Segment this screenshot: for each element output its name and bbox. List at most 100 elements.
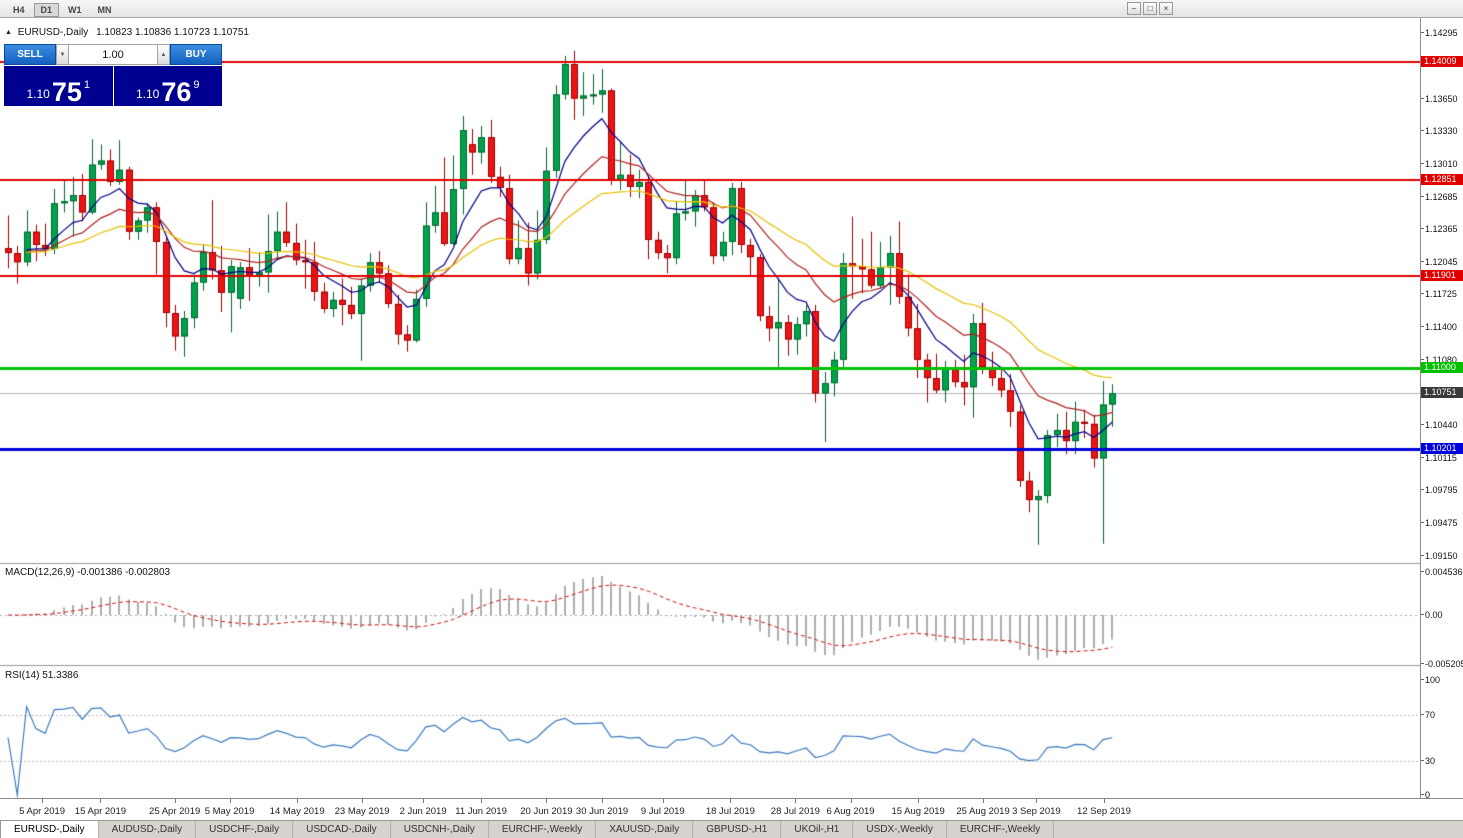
ask-price-display[interactable]: 1.10 76 9 [113, 66, 222, 107]
level-price-tag: 1.11901 [1421, 270, 1463, 282]
chart-region: ▲ EURUSD-,Daily 1.10823 1.10836 1.10723 … [0, 18, 1463, 800]
price-axis-tick: 1.09795 [1421, 485, 1458, 496]
bid-price-display[interactable]: 1.10 75 1 [4, 66, 113, 106]
price-axis-tick: 1.10115 [1421, 452, 1457, 463]
price-axis-tick: 1.12045 [1421, 256, 1458, 267]
chart-tab-bar: EURUSD-,Daily AUDUSD-,Daily USDCHF-,Daily U… [0, 820, 1463, 838]
chevron-down-icon: ▼ [59, 51, 66, 58]
volume-increase-button[interactable]: ▲ [157, 44, 170, 65]
window-restore-button[interactable]: □ [1143, 2, 1157, 15]
rsi-axis-label: 0 [1420, 790, 1431, 800]
price-axis[interactable]: 1.14295 1.13650 1.13330 1.13010 1.12685 1.123… [1420, 18, 1463, 800]
chart-tab[interactable]: EURCHF-,Weekly [947, 821, 1055, 838]
chart-tab[interactable]: XAUUSD-,Daily [596, 821, 694, 838]
date-tick-mark [795, 799, 797, 803]
date-tick-mark [423, 799, 425, 803]
bid-price-pip: 1 [83, 79, 91, 91]
chart-tab[interactable]: AUDUSD-,Daily [99, 821, 197, 838]
price-axis-tick: 1.13650 [1421, 93, 1458, 104]
chevron-up-icon: ▲ [160, 51, 167, 58]
sell-button[interactable]: SELL [4, 44, 56, 65]
macd-indicator-label: MACD(12,26,9) -0.001386 -0.002803 [5, 567, 171, 578]
price-axis-tick: 1.11080 [1421, 354, 1457, 365]
date-axis-label: 15 Apr 2019 [75, 799, 126, 817]
date-axis-label: 9 Jul 2019 [641, 799, 685, 817]
chart-symbol-title: EURUSD-,Daily [17, 27, 89, 38]
timeframe-button-h4[interactable]: H4 [6, 3, 32, 17]
bid-price-prefix: 1.10 [26, 87, 50, 101]
bid-ask-row: 1.10 75 1 1.10 76 9 [4, 66, 222, 106]
date-axis-label: 20 Jun 2019 [520, 799, 573, 817]
macd-axis-label: -0.005205 [1421, 659, 1463, 669]
level-price-tag: 1.14009 [1421, 56, 1463, 68]
ask-price-digits: 76 [161, 76, 192, 107]
price-axis-tick: 1.09150 [1421, 550, 1458, 561]
macd-axis-label: 0.004536 [1421, 567, 1463, 578]
chart-tab[interactable]: EURUSD-,Daily [0, 821, 99, 838]
price-chart-canvas[interactable] [0, 18, 1420, 798]
chart-tab[interactable]: EURCHF-,Weekly [489, 821, 597, 838]
rsi-indicator-label: RSI(14) 51.3386 [5, 670, 79, 681]
volume-input[interactable] [69, 44, 157, 65]
window-minimize-button[interactable]: – [1127, 2, 1141, 15]
date-axis-label: 5 May 2019 [205, 799, 254, 817]
indicator-collapse-icon[interactable]: ▲ [5, 29, 12, 36]
date-tick-mark [229, 799, 231, 803]
timeframe-button-w1[interactable]: W1 [61, 3, 89, 17]
level-price-tag: 1.11000 [1421, 361, 1463, 373]
price-axis-tick: 1.09475 [1421, 517, 1458, 528]
timeframe-toolbar: H4 D1 W1 MN – □ × [0, 0, 1463, 18]
minimize-icon: – [1131, 3, 1137, 13]
date-tick-mark [174, 799, 176, 803]
date-axis-label: 5 Apr 2019 [19, 799, 65, 817]
chart-header: ▲ EURUSD-,Daily 1.10823 1.10836 1.10723 … [5, 27, 249, 38]
trade-buttons-row: SELL ▼ ▲ BUY [4, 44, 222, 65]
price-axis-tick: 1.11725 [1421, 289, 1457, 300]
date-axis[interactable]: 5 Apr 2019 15 Apr 2019 25 Apr 2019 5 May 20… [0, 798, 1463, 820]
chart-tab[interactable]: UKOil-,H1 [781, 821, 854, 838]
price-axis-tick: 1.14295 [1421, 28, 1458, 38]
date-tick-mark [850, 799, 852, 803]
timeframe-button-mn[interactable]: MN [91, 3, 119, 17]
restore-icon: □ [1147, 3, 1153, 13]
level-price-tag: 1.10201 [1421, 443, 1463, 455]
chart-tab[interactable]: USDCNH-,Daily [391, 821, 489, 838]
date-tick-mark [481, 799, 483, 803]
buy-button[interactable]: BUY [170, 44, 222, 65]
rsi-axis-label: 30 [1420, 755, 1436, 766]
date-tick-mark [546, 799, 548, 803]
date-axis-label: 30 Jun 2019 [576, 799, 628, 817]
chart-ohlc-readout: 1.10823 1.10836 1.10723 1.10751 [96, 27, 249, 38]
date-tick-mark [362, 799, 364, 803]
window-close-button[interactable]: × [1159, 2, 1173, 15]
date-axis-label: 18 Jul 2019 [706, 799, 755, 817]
chart-tab[interactable]: USDCAD-,Daily [293, 821, 391, 838]
level-price-tag: 1.12851 [1421, 173, 1463, 185]
timeframe-button-d1[interactable]: D1 [33, 2, 60, 17]
date-tick-mark [983, 799, 985, 803]
price-axis-tick: 1.13330 [1421, 126, 1458, 137]
date-axis-label: 11 Jun 2019 [455, 799, 507, 817]
one-click-trade-panel: SELL ▼ ▲ BUY 1.10 75 1 1.10 76 9 [4, 44, 222, 106]
chart-tab[interactable]: USDX-,Weekly [853, 821, 947, 838]
date-tick-mark [662, 799, 664, 803]
date-axis-label: 2 Jun 2019 [400, 799, 447, 817]
date-axis-label: 25 Aug 2019 [956, 799, 1010, 817]
date-axis-label: 25 Apr 2019 [149, 799, 200, 817]
chart-tab[interactable]: USDCHF-,Daily [196, 821, 294, 838]
date-tick-mark [42, 799, 44, 803]
date-tick-mark [730, 799, 732, 803]
ask-price-pip: 9 [193, 79, 200, 91]
date-tick-mark [1036, 799, 1038, 803]
window-controls: – □ × [1127, 2, 1173, 15]
bid-price-digits: 75 [51, 76, 82, 107]
date-axis-label: 6 Aug 2019 [826, 799, 875, 817]
date-tick-mark [297, 799, 299, 803]
date-axis-label: 28 Jul 2019 [771, 799, 820, 817]
date-axis-label: 23 May 2019 [335, 799, 390, 817]
volume-decrease-button[interactable]: ▼ [56, 44, 69, 65]
ask-price-prefix: 1.10 [135, 87, 160, 101]
price-axis-tick: 1.12365 [1421, 224, 1458, 235]
chart-tab[interactable]: GBPUSD-,H1 [693, 821, 782, 838]
